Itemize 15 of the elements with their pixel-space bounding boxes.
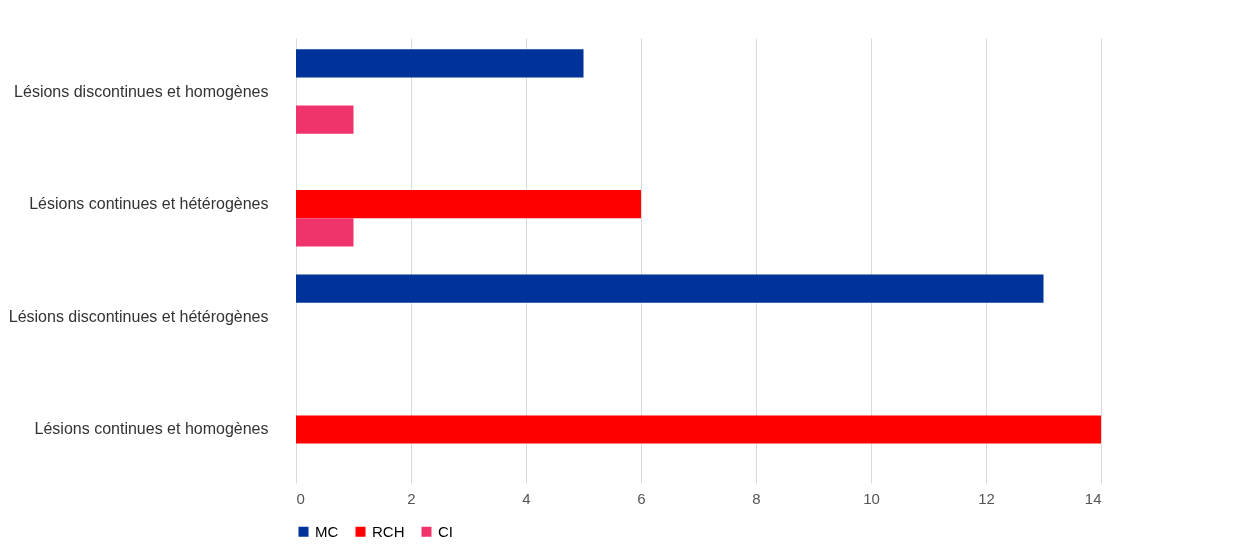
x-tick-label: 8 [752, 489, 761, 507]
y-tick-label: Lésions continues et hétérogènes [29, 195, 269, 213]
y-tick-label: Lésions discontinues et homogènes [14, 82, 269, 100]
x-tick-label: 6 [637, 489, 646, 507]
legend-label: CI [438, 522, 453, 540]
x-tick-label: 12 [978, 489, 995, 507]
y-tick-label: Lésions continues et homogènes [34, 420, 269, 438]
legend-label: MC [315, 522, 339, 540]
x-tick-label: 4 [522, 489, 531, 507]
x-tick-label: 0 [296, 489, 305, 507]
y-tick-label: Lésions discontinues et hétérogènes [8, 307, 269, 325]
x-tick-label: 10 [863, 489, 880, 507]
x-tick-label: 2 [407, 489, 416, 507]
x-tick-label: 14 [1084, 489, 1102, 507]
legend-label: RCH [372, 522, 405, 540]
